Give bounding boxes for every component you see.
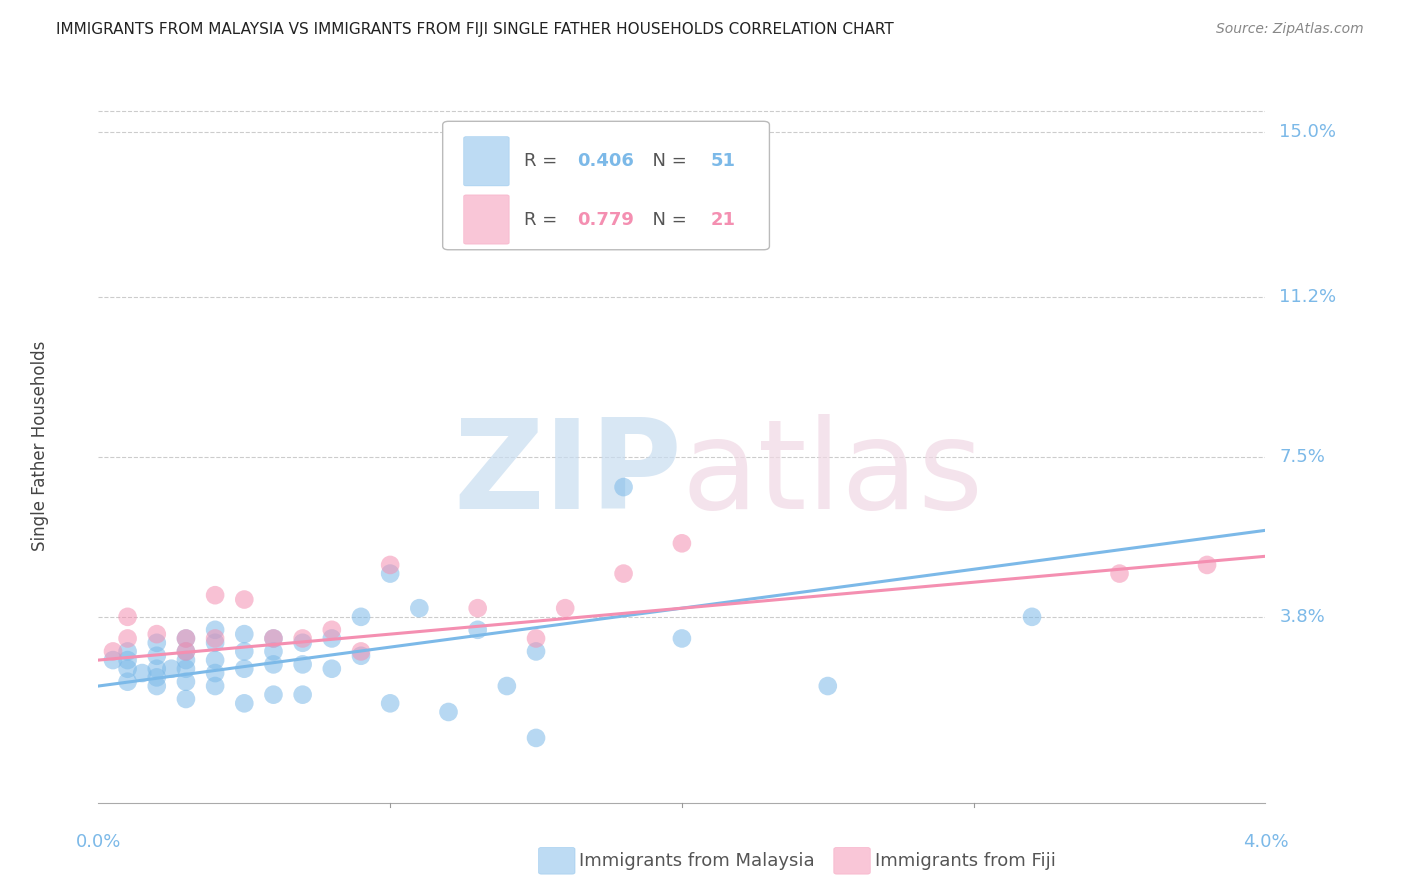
Point	[233, 627, 256, 641]
Point	[321, 623, 343, 637]
Text: 7.5%: 7.5%	[1279, 448, 1326, 466]
Point	[117, 662, 139, 676]
Point	[378, 566, 402, 581]
Point	[174, 644, 197, 658]
Point	[174, 692, 197, 706]
Point	[291, 688, 314, 702]
FancyBboxPatch shape	[464, 136, 509, 186]
Text: N =: N =	[641, 153, 693, 170]
Point	[554, 601, 576, 615]
Point	[146, 670, 169, 684]
Point	[350, 610, 373, 624]
Text: 0.406: 0.406	[576, 153, 634, 170]
FancyBboxPatch shape	[464, 194, 509, 244]
Point	[117, 632, 139, 646]
Point	[174, 632, 197, 646]
Point	[131, 666, 153, 681]
Point	[524, 731, 547, 745]
Point	[117, 644, 139, 658]
Text: 15.0%: 15.0%	[1279, 123, 1336, 142]
Point	[262, 657, 284, 672]
Point	[174, 632, 197, 646]
Point	[262, 688, 284, 702]
Point	[524, 644, 547, 658]
Point	[233, 696, 256, 710]
Point	[378, 696, 402, 710]
Point	[321, 662, 343, 676]
Point	[291, 636, 314, 650]
Point	[467, 623, 489, 637]
Point	[817, 679, 839, 693]
Text: Immigrants from Fiji: Immigrants from Fiji	[875, 852, 1056, 870]
Point	[204, 653, 226, 667]
Point	[174, 644, 197, 658]
Point	[117, 610, 139, 624]
Text: atlas: atlas	[682, 414, 984, 535]
Text: R =: R =	[524, 153, 564, 170]
Point	[204, 623, 226, 637]
Point	[524, 632, 547, 646]
Text: Source: ZipAtlas.com: Source: ZipAtlas.com	[1216, 22, 1364, 37]
Point	[117, 653, 139, 667]
Text: Single Father Households: Single Father Households	[31, 341, 49, 551]
Point	[467, 601, 489, 615]
Point	[233, 662, 256, 676]
Point	[174, 653, 197, 667]
Point	[700, 220, 723, 235]
Point	[321, 632, 343, 646]
Point	[146, 636, 169, 650]
Point	[612, 480, 634, 494]
Point	[204, 666, 226, 681]
Point	[1108, 566, 1130, 581]
Point	[612, 566, 634, 581]
Point	[1195, 558, 1218, 572]
Point	[262, 644, 284, 658]
Point	[101, 653, 124, 667]
Text: 11.2%: 11.2%	[1279, 288, 1337, 306]
Point	[496, 679, 519, 693]
Point	[146, 627, 169, 641]
Text: 3.8%: 3.8%	[1279, 607, 1324, 626]
Point	[1021, 610, 1043, 624]
Point	[378, 558, 402, 572]
Point	[174, 674, 197, 689]
Point	[146, 679, 169, 693]
Point	[204, 588, 226, 602]
Point	[204, 679, 226, 693]
Point	[350, 644, 373, 658]
Text: 4.0%: 4.0%	[1243, 833, 1288, 851]
Point	[146, 662, 169, 676]
Point	[174, 662, 197, 676]
Point	[101, 644, 124, 658]
Point	[408, 601, 430, 615]
Text: 0.779: 0.779	[576, 211, 634, 228]
Point	[204, 636, 226, 650]
Text: 21: 21	[711, 211, 737, 228]
Point	[262, 632, 284, 646]
Point	[160, 662, 183, 676]
Point	[233, 644, 256, 658]
Point	[262, 632, 284, 646]
Point	[291, 632, 314, 646]
Point	[671, 632, 693, 646]
Text: 0.0%: 0.0%	[76, 833, 121, 851]
Point	[146, 648, 169, 663]
Text: 51: 51	[711, 153, 737, 170]
Text: IMMIGRANTS FROM MALAYSIA VS IMMIGRANTS FROM FIJI SINGLE FATHER HOUSEHOLDS CORREL: IMMIGRANTS FROM MALAYSIA VS IMMIGRANTS F…	[56, 22, 894, 37]
Text: R =: R =	[524, 211, 564, 228]
Point	[671, 536, 693, 550]
Point	[437, 705, 460, 719]
Point	[204, 632, 226, 646]
Text: Immigrants from Malaysia: Immigrants from Malaysia	[579, 852, 815, 870]
Text: N =: N =	[641, 211, 693, 228]
Point	[291, 657, 314, 672]
Point	[117, 674, 139, 689]
Text: ZIP: ZIP	[453, 414, 682, 535]
FancyBboxPatch shape	[443, 121, 769, 250]
Point	[350, 648, 373, 663]
Point	[233, 592, 256, 607]
